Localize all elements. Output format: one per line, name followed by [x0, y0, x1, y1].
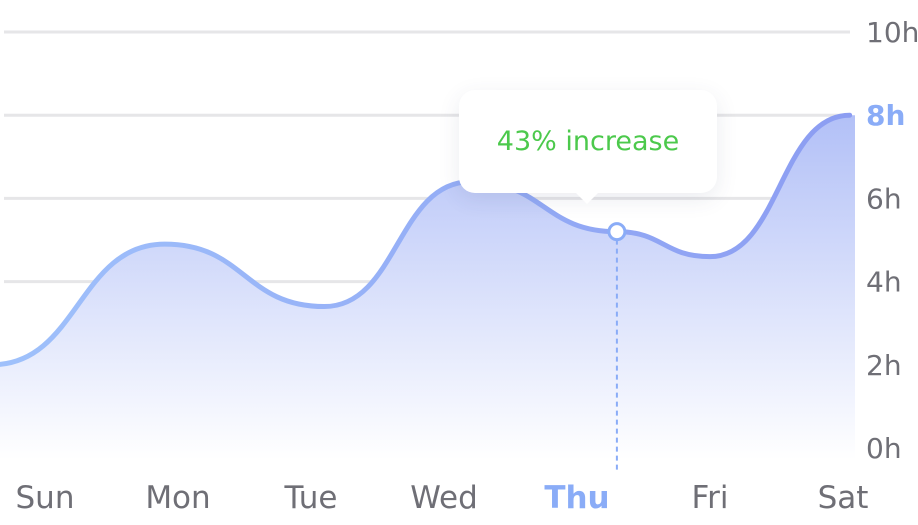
y-tick-label: 8h: [866, 99, 905, 132]
y-tick-label: 10h: [866, 16, 918, 49]
x-category-label[interactable]: Wed: [410, 480, 478, 516]
marker-point[interactable]: [607, 222, 627, 242]
x-category-label[interactable]: Sat: [818, 480, 869, 516]
annotation-text: 43% increase: [496, 126, 680, 157]
y-tick-label: 4h: [866, 266, 902, 299]
series-line: [0, 112, 853, 367]
area-fill: [0, 115, 855, 460]
y-axis-ticks: 0h 2h 4h 6h 8h 10h: [866, 16, 918, 465]
y-tick-label: 0h: [866, 432, 902, 465]
x-category-label[interactable]: Mon: [145, 480, 210, 516]
y-tick-label: 6h: [866, 182, 902, 215]
x-category-label[interactable]: Thu: [544, 480, 609, 516]
x-axis-categories: Sun Mon Tue Wed Thu Fri Sat: [16, 480, 869, 516]
y-tick-label: 2h: [866, 349, 902, 382]
x-category-label[interactable]: Tue: [284, 480, 338, 516]
x-category-label[interactable]: Fri: [692, 480, 729, 516]
x-category-label[interactable]: Sun: [16, 480, 75, 516]
annotation-tooltip: 43% increase: [459, 90, 717, 204]
